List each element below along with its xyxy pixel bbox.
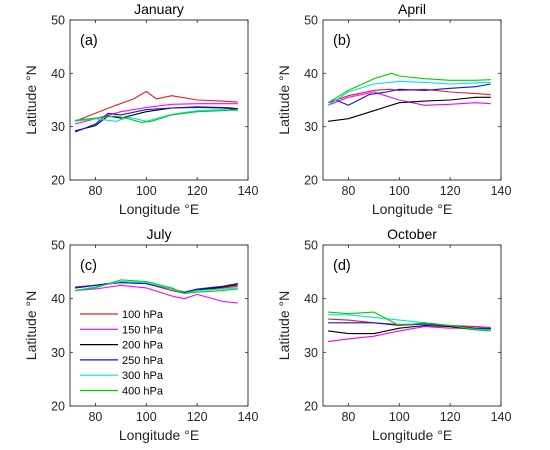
y-axis-label: Latitude °N (276, 291, 292, 360)
x-tick-label: 120 (440, 184, 461, 198)
y-axis-label: Latitude °N (23, 65, 39, 134)
chart-panel-3: 80 100 120 140 20 30 40 50 July (c) Longitude °E La… (23, 226, 258, 443)
y-tick-label: 30 (51, 346, 65, 360)
y-tick-label: 30 (304, 346, 318, 360)
legend-label: 400 hPa (122, 386, 164, 398)
y-tick-label: 50 (304, 14, 318, 28)
x-tick-label: 80 (88, 410, 102, 424)
x-tick-label: 140 (491, 410, 512, 424)
plot-area (322, 244, 502, 407)
chart-panel-1: 80 100 120 140 20 30 40 50 January (a) Longitude °… (23, 1, 258, 217)
x-tick-label: 120 (440, 410, 461, 424)
chart-title: April (398, 1, 426, 17)
plot-area (69, 19, 249, 181)
series-line-6 (75, 109, 238, 123)
x-axis-label: Longitude °E (119, 427, 199, 443)
x-tick-label: 80 (341, 184, 355, 198)
panel-label: (d) (333, 258, 351, 274)
series-line-1 (327, 88, 491, 104)
chart-title: October (387, 226, 437, 242)
legend: 100 hPa 150 hPa 200 hPa 250 hPa 300 hPa 400 h… (80, 309, 164, 398)
y-tick-label: 40 (304, 292, 318, 306)
y-tick-label: 50 (51, 14, 65, 28)
y-tick-label: 40 (51, 67, 65, 81)
x-tick-label: 140 (238, 410, 259, 424)
x-tick-label: 140 (491, 184, 512, 198)
x-tick-label: 120 (187, 410, 208, 424)
legend-label: 200 hPa (122, 340, 164, 352)
x-tick-label: 140 (238, 184, 259, 198)
x-axis-label: Longitude °E (372, 427, 452, 443)
chart-panel-4: 80 100 120 140 20 30 40 50 October (d) Longitude °… (276, 226, 511, 443)
y-tick-label: 50 (51, 239, 65, 253)
plot-area (322, 19, 502, 181)
x-axis-label: Longitude °E (119, 201, 199, 217)
chart-panel-2: 80 100 120 140 20 30 40 50 April (b) Longitude °E L… (276, 1, 511, 217)
y-axis-label: Latitude °N (23, 291, 39, 360)
series-line-2 (75, 284, 238, 304)
series-line-3 (328, 96, 491, 122)
series-line-2 (327, 91, 491, 106)
plot-area (69, 244, 249, 407)
y-tick-label: 20 (304, 174, 318, 188)
y-tick-label: 50 (304, 239, 318, 253)
series-line-4 (327, 83, 491, 106)
legend-label: 100 hPa (122, 309, 164, 321)
series-line-6 (75, 279, 238, 294)
series-line-6 (327, 72, 491, 104)
chart-title: January (134, 1, 184, 17)
x-axis-label: Longitude °E (372, 201, 452, 217)
panel-label: (a) (80, 33, 98, 49)
series-line-4 (74, 106, 238, 133)
y-axis-label: Latitude °N (276, 65, 292, 134)
series-line-1 (328, 318, 491, 329)
x-tick-label: 100 (136, 410, 157, 424)
legend-label: 150 hPa (122, 324, 164, 336)
chart-title: July (147, 226, 172, 242)
y-tick-label: 20 (304, 400, 318, 414)
x-tick-label: 80 (88, 184, 102, 198)
x-tick-label: 80 (341, 410, 355, 424)
y-tick-label: 20 (51, 174, 65, 188)
x-tick-label: 100 (389, 410, 410, 424)
y-tick-label: 20 (51, 400, 65, 414)
x-tick-label: 120 (187, 184, 208, 198)
x-tick-label: 100 (136, 184, 157, 198)
legend-label: 300 hPa (122, 370, 164, 382)
y-tick-label: 40 (51, 292, 65, 306)
series-line-5 (327, 80, 491, 106)
y-tick-label: 30 (304, 120, 318, 134)
y-tick-label: 40 (304, 67, 318, 81)
series-line-1 (74, 90, 238, 122)
series-line-6 (328, 311, 491, 332)
panel-label: (c) (80, 258, 97, 274)
y-tick-label: 30 (51, 120, 65, 134)
x-tick-label: 100 (389, 184, 410, 198)
panel-label: (b) (333, 33, 351, 49)
legend-label: 250 hPa (122, 355, 164, 367)
